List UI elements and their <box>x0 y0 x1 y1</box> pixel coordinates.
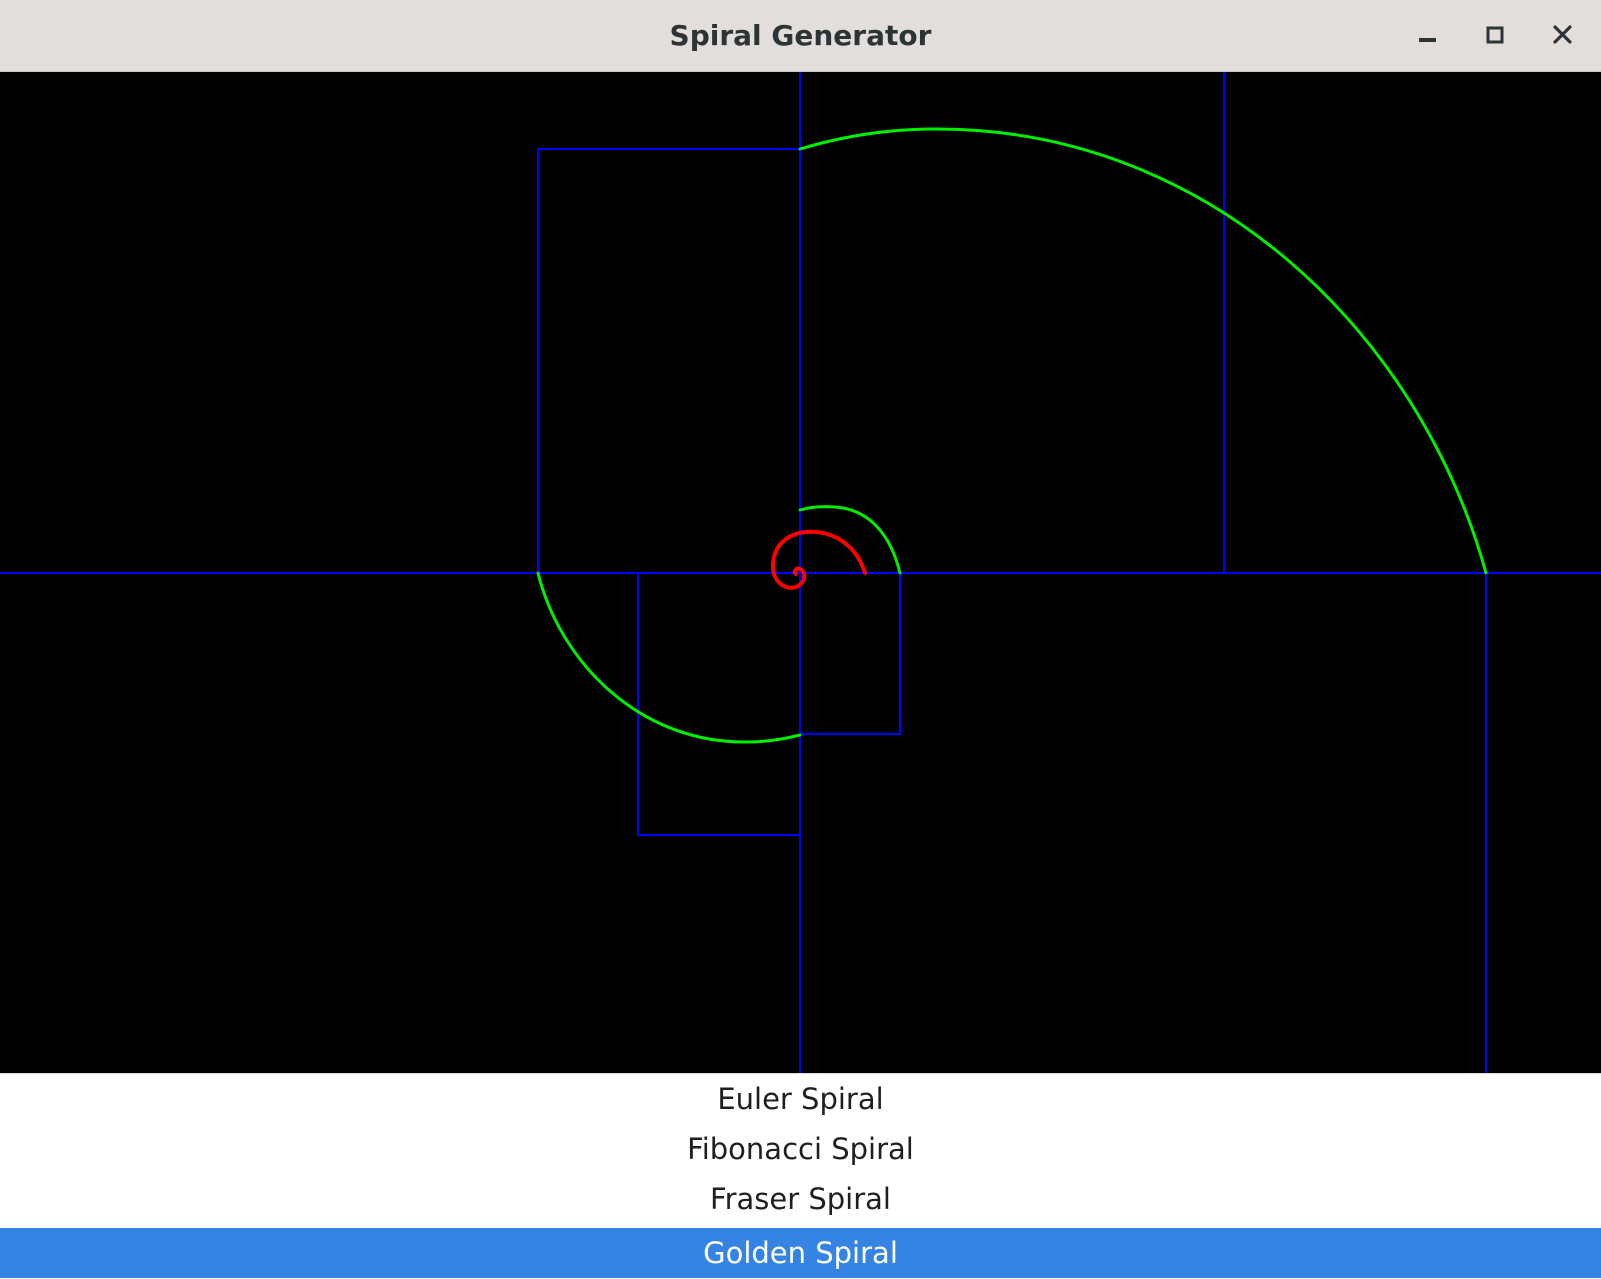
list-item-golden-spiral[interactable]: Golden Spiral <box>0 1228 1601 1278</box>
spiral-type-list[interactable]: Euler Spiral Fibonacci Spiral Fraser Spi… <box>0 1073 1601 1279</box>
window-title: Spiral Generator <box>669 19 932 52</box>
spiral-arc-large <box>798 127 1488 575</box>
spiral-arc-small <box>798 505 902 575</box>
maximize-button[interactable] <box>1471 12 1519 60</box>
guide-square-small <box>800 573 901 735</box>
minimize-button[interactable] <box>1404 12 1452 60</box>
title-bar[interactable]: Spiral Generator <box>0 0 1601 72</box>
close-button[interactable] <box>1539 12 1587 60</box>
maximize-icon <box>1486 26 1504 44</box>
guide-squares <box>0 72 1601 1073</box>
list-item-fibonacci-spiral[interactable]: Fibonacci Spiral <box>687 1132 914 1166</box>
golden-spiral-outer <box>536 127 1488 744</box>
guide-square-lower <box>637 573 800 836</box>
close-icon <box>1553 25 1572 44</box>
list-item-fraser-spiral[interactable]: Fraser Spiral <box>710 1182 891 1216</box>
minimize-icon <box>1419 38 1436 42</box>
spiral-canvas[interactable] <box>0 72 1601 1073</box>
golden-spiral-inner <box>770 529 867 590</box>
spiral-drawing <box>0 72 1601 1073</box>
spiral-arc-lower <box>536 571 802 744</box>
list-item-euler-spiral[interactable]: Euler Spiral <box>717 1082 884 1116</box>
guide-square-left <box>537 148 800 573</box>
